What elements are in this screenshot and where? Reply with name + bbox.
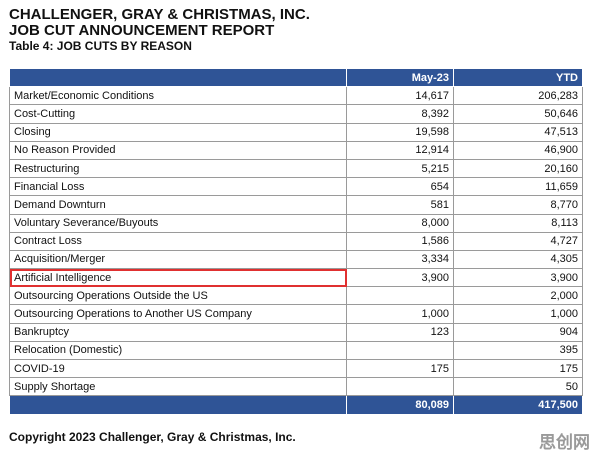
data-row: Supply Shortage 50 — [9, 377, 583, 397]
reason-cell: Outsourcing Operations Outside the US — [9, 286, 347, 306]
value-cell: 206,283 — [453, 86, 583, 106]
value-cell: 19,598 — [346, 122, 454, 142]
value-cell: 8,770 — [453, 195, 583, 215]
reason-cell — [9, 395, 347, 415]
value-cell: 417,500 — [453, 395, 583, 415]
value-cell: 11,659 — [453, 177, 583, 197]
value-cell: 8,392 — [346, 104, 454, 124]
job-cuts-table: May-23 YTD Market/Economic Conditions 14,61… — [9, 67, 583, 415]
total-row: 80,089 417,500 — [9, 395, 583, 415]
data-row: Market/Economic Conditions 14,617 206,283 — [9, 86, 583, 106]
reason-cell: Market/Economic Conditions — [9, 86, 347, 106]
data-row: Cost-Cutting 8,392 50,646 — [9, 104, 583, 124]
value-cell: 395 — [453, 340, 583, 361]
value-cell: 1,000 — [453, 304, 583, 324]
header-row: May-23 YTD — [9, 67, 583, 88]
value-cell: 50 — [453, 377, 583, 397]
data-row: Closing 19,598 47,513 — [9, 122, 583, 142]
value-cell: 5,215 — [346, 158, 454, 179]
data-row: Financial Loss 654 11,659 — [9, 177, 583, 197]
value-cell: 47,513 — [453, 122, 583, 142]
company-title: CHALLENGER, GRAY & CHRISTMAS, INC. — [9, 6, 310, 23]
data-row: Relocation (Domestic) 395 — [9, 340, 583, 361]
watermark: 思创网 — [539, 433, 590, 453]
value-cell: 581 — [346, 195, 454, 215]
value-cell: 1,000 — [346, 304, 454, 324]
value-cell — [346, 377, 454, 397]
reason-cell — [9, 67, 347, 88]
value-cell: 50,646 — [453, 104, 583, 124]
value-cell: 123 — [346, 322, 454, 342]
reason-cell: Contract Loss — [9, 231, 347, 251]
reason-cell: Acquisition/Merger — [9, 249, 347, 270]
reason-cell: Cost-Cutting — [9, 104, 347, 124]
data-row: Artificial Intelligence 3,900 3,900 — [9, 268, 583, 288]
reason-cell: Closing — [9, 122, 347, 142]
data-row: Restructuring 5,215 20,160 — [9, 158, 583, 179]
value-cell: 4,305 — [453, 249, 583, 270]
value-cell: 8,113 — [453, 213, 583, 233]
reason-cell: Restructuring — [9, 158, 347, 179]
value-cell: 904 — [453, 322, 583, 342]
value-cell: 20,160 — [453, 158, 583, 179]
reason-cell: Financial Loss — [9, 177, 347, 197]
value-cell: 12,914 — [346, 140, 454, 160]
reason-cell: Relocation (Domestic) — [9, 340, 347, 361]
data-row: Demand Downturn 581 8,770 — [9, 195, 583, 215]
value-cell: 80,089 — [346, 395, 454, 415]
value-cell: 4,727 — [453, 231, 583, 251]
data-row: Bankruptcy 123 904 — [9, 322, 583, 342]
reason-cell: No Reason Provided — [9, 140, 347, 160]
value-cell: 3,900 — [453, 268, 583, 288]
value-cell: May-23 — [346, 67, 454, 88]
data-row: Outsourcing Operations to Another US Com… — [9, 304, 583, 324]
value-cell: 654 — [346, 177, 454, 197]
table-subtitle: Table 4: JOB CUTS BY REASON — [9, 39, 192, 53]
value-cell: YTD — [453, 67, 583, 88]
copyright: Copyright 2023 Challenger, Gray & Christ… — [9, 430, 296, 444]
value-cell: 1,586 — [346, 231, 454, 251]
reason-cell: Artificial Intelligence — [9, 268, 347, 288]
value-cell: 46,900 — [453, 140, 583, 160]
value-cell: 175 — [453, 358, 583, 379]
reason-cell: Demand Downturn — [9, 195, 347, 215]
data-row: No Reason Provided 12,914 46,900 — [9, 140, 583, 160]
reason-cell: COVID-19 — [9, 358, 347, 379]
value-cell — [346, 286, 454, 306]
value-cell: 8,000 — [346, 213, 454, 233]
data-row: Outsourcing Operations Outside the US 2,0… — [9, 286, 583, 306]
data-row: Voluntary Severance/Buyouts 8,000 8,113 — [9, 213, 583, 233]
data-row: COVID-19 175 175 — [9, 358, 583, 379]
reason-cell: Voluntary Severance/Buyouts — [9, 213, 347, 233]
reason-cell: Supply Shortage — [9, 377, 347, 397]
value-cell: 3,334 — [346, 249, 454, 270]
reason-cell: Outsourcing Operations to Another US Com… — [9, 304, 347, 324]
reason-cell: Bankruptcy — [9, 322, 347, 342]
value-cell: 175 — [346, 358, 454, 379]
data-row: Contract Loss 1,586 4,727 — [9, 231, 583, 251]
value-cell: 3,900 — [346, 268, 454, 288]
report-title: JOB CUT ANNOUNCEMENT REPORT — [9, 22, 275, 39]
value-cell: 2,000 — [453, 286, 583, 306]
value-cell: 14,617 — [346, 86, 454, 106]
value-cell — [346, 340, 454, 361]
data-row: Acquisition/Merger 3,334 4,305 — [9, 249, 583, 270]
